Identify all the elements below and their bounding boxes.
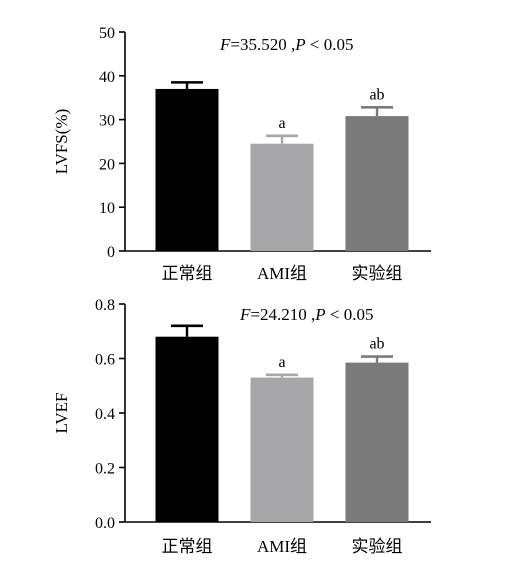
stat-annotation-part: P [314,305,325,324]
y-tick-label: 0.0 [95,515,115,532]
category-label: 实验组 [352,537,403,556]
category-label: AMI组 [257,264,307,283]
y-axis-title: LVEF [52,393,71,434]
category-label: 正常组 [162,537,213,556]
category-label: AMI组 [257,537,307,556]
bar [250,143,314,251]
category-label: 正常组 [162,264,213,283]
y-tick-label: 10 [99,200,115,217]
significance-label: ab [369,336,384,353]
y-tick-label: 0 [107,244,115,261]
chart-panel-1: 0 10 20 30 40 50 LVFS(%) 正常组 a AMI组 ab 实验组 F=35.520 … [52,25,431,283]
stat-annotation-part: < 0.05 [306,35,354,54]
stat-annotation-part: < 0.05 [326,305,374,324]
stat-annotation: F=35.520 ,P < 0.05 [219,35,353,54]
category-label: 实验组 [352,264,403,283]
stat-annotation: F=24.210 ,P < 0.05 [239,305,373,324]
bar [250,377,314,522]
y-tick-label: 0.8 [95,297,115,314]
significance-label: a [278,354,285,371]
y-tick-label: 50 [99,25,115,42]
stat-annotation-part: P [294,35,305,54]
bar [345,362,409,522]
bar [155,336,219,522]
y-tick-label: 0.2 [95,461,115,478]
significance-label: ab [369,86,384,103]
stat-annotation-part: =35.520 , [230,35,295,54]
stat-annotation-part: =24.210 , [250,305,315,324]
significance-label: a [278,115,285,132]
y-tick-label: 0.4 [95,406,115,423]
y-tick-label: 30 [99,113,115,130]
bar [155,88,219,251]
y-tick-label: 40 [99,69,115,86]
y-axis-title: LVFS(%) [52,109,71,175]
chart-panel-2: 0.0 0.2 0.4 0.6 0.8 LVEF 正常组 a AMI组 ab 实验组 F=24.210… [52,297,431,556]
stat-annotation-part: F [239,305,251,324]
stat-annotation-part: F [219,35,231,54]
y-tick-label: 0.6 [95,352,115,369]
y-tick-label: 20 [99,156,115,173]
bar [345,116,409,251]
